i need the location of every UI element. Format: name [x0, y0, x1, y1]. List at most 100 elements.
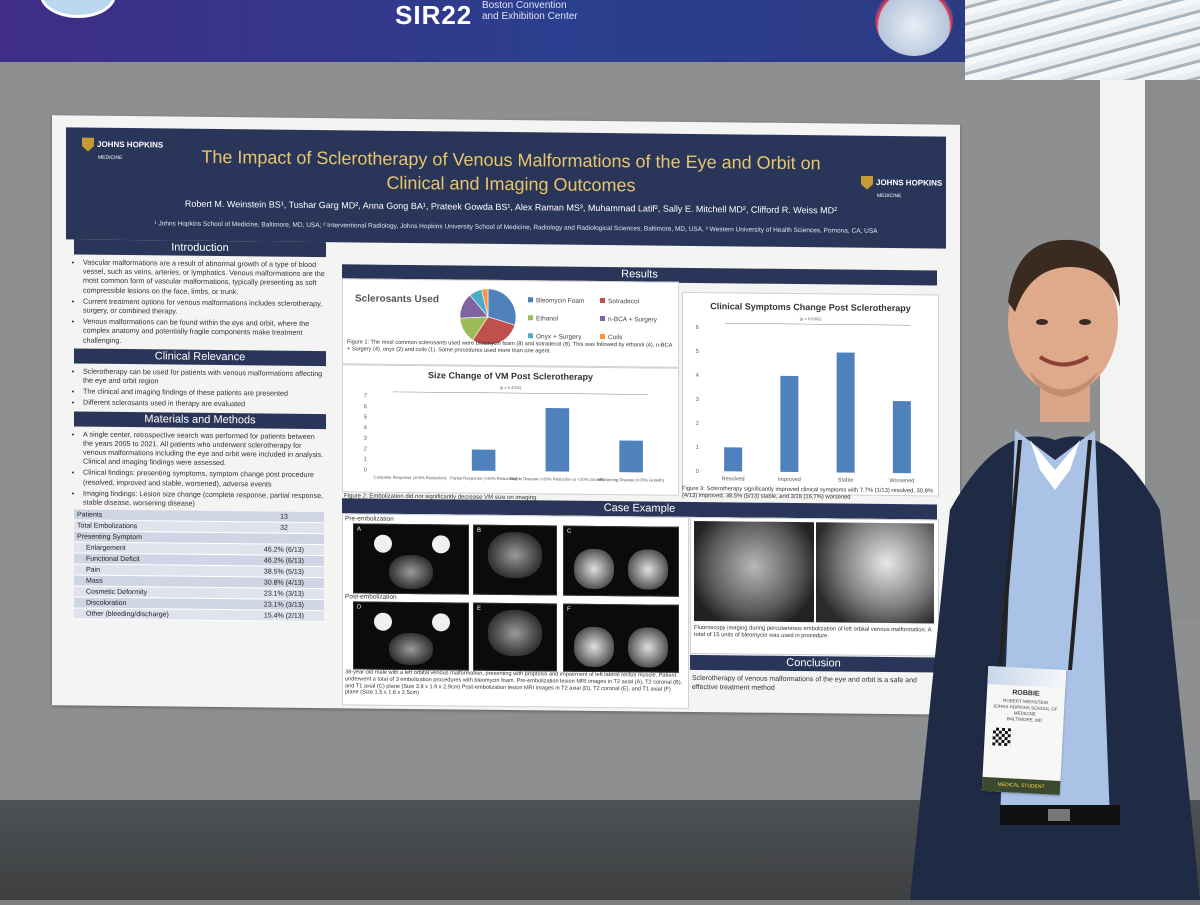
relevance-text: Sclerotherapy can be used for patients w…: [74, 366, 326, 409]
legend-label: Onyx + Surgery: [536, 333, 582, 341]
chart-title: Size Change of VM Post Sclerotherapy: [428, 370, 593, 382]
table-cell-value: 46.2% (6/13): [243, 555, 324, 567]
mri-panel-c: C: [563, 525, 679, 597]
bullet: The clinical and imaging findings of the…: [83, 387, 326, 399]
bullet: Sclerotherapy can be used for patients w…: [83, 366, 326, 387]
badge-details: ROBERT WEINSTEIN JOHNS HOPKINS SCHOOL OF…: [985, 697, 1064, 725]
legend-item: Sotradecol: [600, 297, 672, 306]
y-tick-label: 3: [364, 436, 368, 442]
hopkins-shield-icon: [82, 138, 94, 152]
y-tick-label: 3: [696, 397, 700, 403]
mri-panel-f: F: [563, 603, 679, 673]
mri-panel-d: D: [353, 601, 469, 671]
legend-swatch: [528, 297, 533, 303]
bullet: Clinical findings: presenting symptoms, …: [83, 468, 326, 489]
y-tick-label: 6: [364, 404, 368, 410]
sclerosants-panel: Sclerosants Used Bleomycin Foam Sotradeco…: [342, 278, 679, 368]
significance-bracket: [393, 391, 648, 395]
legend-label: n-BCA + Surgery: [608, 316, 657, 324]
legend-swatch: [528, 315, 533, 321]
pie-slice: [487, 288, 517, 326]
banner-venue: Boston Convention and Exhibition Center: [482, 0, 578, 22]
table-cell-label: Other (bleeding/discharge): [74, 608, 244, 622]
size-change-bar-chart: Size Change of VM Post Sclerotherapy (p =…: [364, 370, 665, 482]
size-change-panel: Size Change of VM Post Sclerotherapy (p =…: [342, 364, 679, 496]
table-cell-value: 30.8% (4/13): [243, 577, 324, 589]
pie-slice: [481, 288, 489, 317]
poster-header: JOHNS HOPKINS MEDICINE JOHNS HOPKINS MED…: [66, 127, 946, 249]
mri-panel-e: E: [473, 602, 557, 672]
chart-title: Clinical Symptoms Change Post Sclerother…: [710, 301, 911, 313]
presenter-figure: [910, 430, 1200, 900]
bar: [836, 352, 855, 473]
x-category-label: Complete Response (100% Reduction): [374, 475, 447, 481]
section-heading: Introduction: [74, 239, 326, 258]
x-category-label: Improved: [778, 477, 801, 483]
logo-subtext: MEDICINE: [877, 192, 902, 200]
presenter: [910, 400, 1200, 900]
figure3-caption: Figure 3: Sclerotherapy significantly im…: [682, 485, 933, 501]
legend-item: n-BCA + Surgery: [600, 315, 672, 324]
y-tick-label: 0: [364, 468, 368, 474]
table-cell-value: 32: [243, 522, 324, 534]
research-poster: JOHNS HOPKINS MEDICINE JOHNS HOPKINS MED…: [52, 115, 960, 715]
hopkins-logo-right: JOHNS HOPKINS MEDICINE: [861, 176, 942, 202]
section-heading: Clinical Relevance: [74, 348, 326, 366]
panel-letter: E: [477, 605, 482, 612]
logo-text: JOHNS HOPKINS: [97, 139, 164, 150]
conference-banner: SIR22 Boston Convention and Exhibition C…: [0, 0, 965, 62]
bar: [545, 407, 570, 472]
section-heading: Materials and Methods: [74, 411, 326, 429]
y-tick-label: 1: [364, 457, 368, 463]
panel-letter: A: [357, 526, 362, 533]
panel-letter: F: [567, 606, 571, 613]
y-tick-label: 4: [364, 425, 368, 431]
poster-title: The Impact of Sclerotherapy of Venous Ma…: [201, 146, 821, 196]
logo-subtext: MEDICINE: [98, 154, 123, 161]
y-tick-label: 2: [696, 421, 700, 427]
left-column: Introduction Vascular malformations are …: [74, 239, 326, 622]
table-cell-value: 38.5% (5/13): [243, 566, 324, 578]
banner-skyline-badge: [875, 0, 953, 56]
y-tick-label: 0: [696, 469, 700, 475]
legend-label: Bleomycin Foam: [536, 297, 585, 305]
sclerosants-title: Sclerosants Used: [355, 293, 439, 306]
pie-slice: [472, 316, 516, 346]
banner-globe-left: [40, 0, 116, 18]
fluoroscopy-caption: Fluoroscopy imaging during percutaneous …: [694, 624, 932, 640]
bar: [892, 401, 911, 474]
table-cell-value: 46.2% (6/13): [243, 544, 324, 556]
x-category-label: Resolved: [722, 476, 745, 482]
section-heading: Conclusion: [690, 654, 937, 673]
chart-annotation: (p = 0.0391): [800, 316, 822, 321]
y-tick-label: 6: [696, 325, 700, 331]
x-category-label: Partial Response (>30% Reduction): [450, 475, 517, 481]
methods-text: A single center, retrospective search wa…: [74, 429, 326, 509]
table-cell-value: 15.4% (2/13): [243, 610, 324, 622]
sclerosants-pie-chart: [459, 288, 517, 346]
significance-bracket: [725, 323, 910, 326]
panel-letter: D: [357, 604, 362, 611]
bullet: Vascular malformations are a result of a…: [83, 258, 326, 297]
fluoroscopy-panel: Fluoroscopy imaging during percutaneous …: [690, 516, 939, 657]
introduction-text: Vascular malformations are a result of a…: [74, 257, 326, 346]
presenter-head: [990, 232, 1135, 427]
legend-swatch: [600, 333, 605, 340]
bar: [471, 449, 496, 471]
y-tick-label: 7: [364, 394, 368, 400]
chart-annotation: (p = 0.4762): [500, 385, 522, 390]
legend-item: Bleomycin Foam: [528, 297, 600, 305]
name-badge: ROBBIE ROBERT WEINSTEIN JOHNS HOPKINS SC…: [981, 666, 1067, 795]
bullet: Different sclerosants used in therapy ar…: [83, 398, 326, 410]
y-tick-label: 4: [696, 373, 700, 379]
logo-text: JOHNS HOPKINS: [876, 177, 943, 188]
legend-swatch: [528, 333, 533, 339]
case-caption: 38-year-old male with a left orbital ven…: [345, 669, 683, 697]
legend-label: Sotradecol: [608, 298, 640, 306]
panel-letter: C: [567, 528, 572, 535]
presenter-head-figure: [1008, 239, 1120, 427]
legend-item: Onyx + Surgery: [528, 333, 600, 341]
table-row: Other (bleeding/discharge) 15.4% (2/13): [74, 608, 324, 622]
ceiling-trusses: [965, 0, 1200, 80]
legend-label: Ethanol: [536, 315, 559, 323]
